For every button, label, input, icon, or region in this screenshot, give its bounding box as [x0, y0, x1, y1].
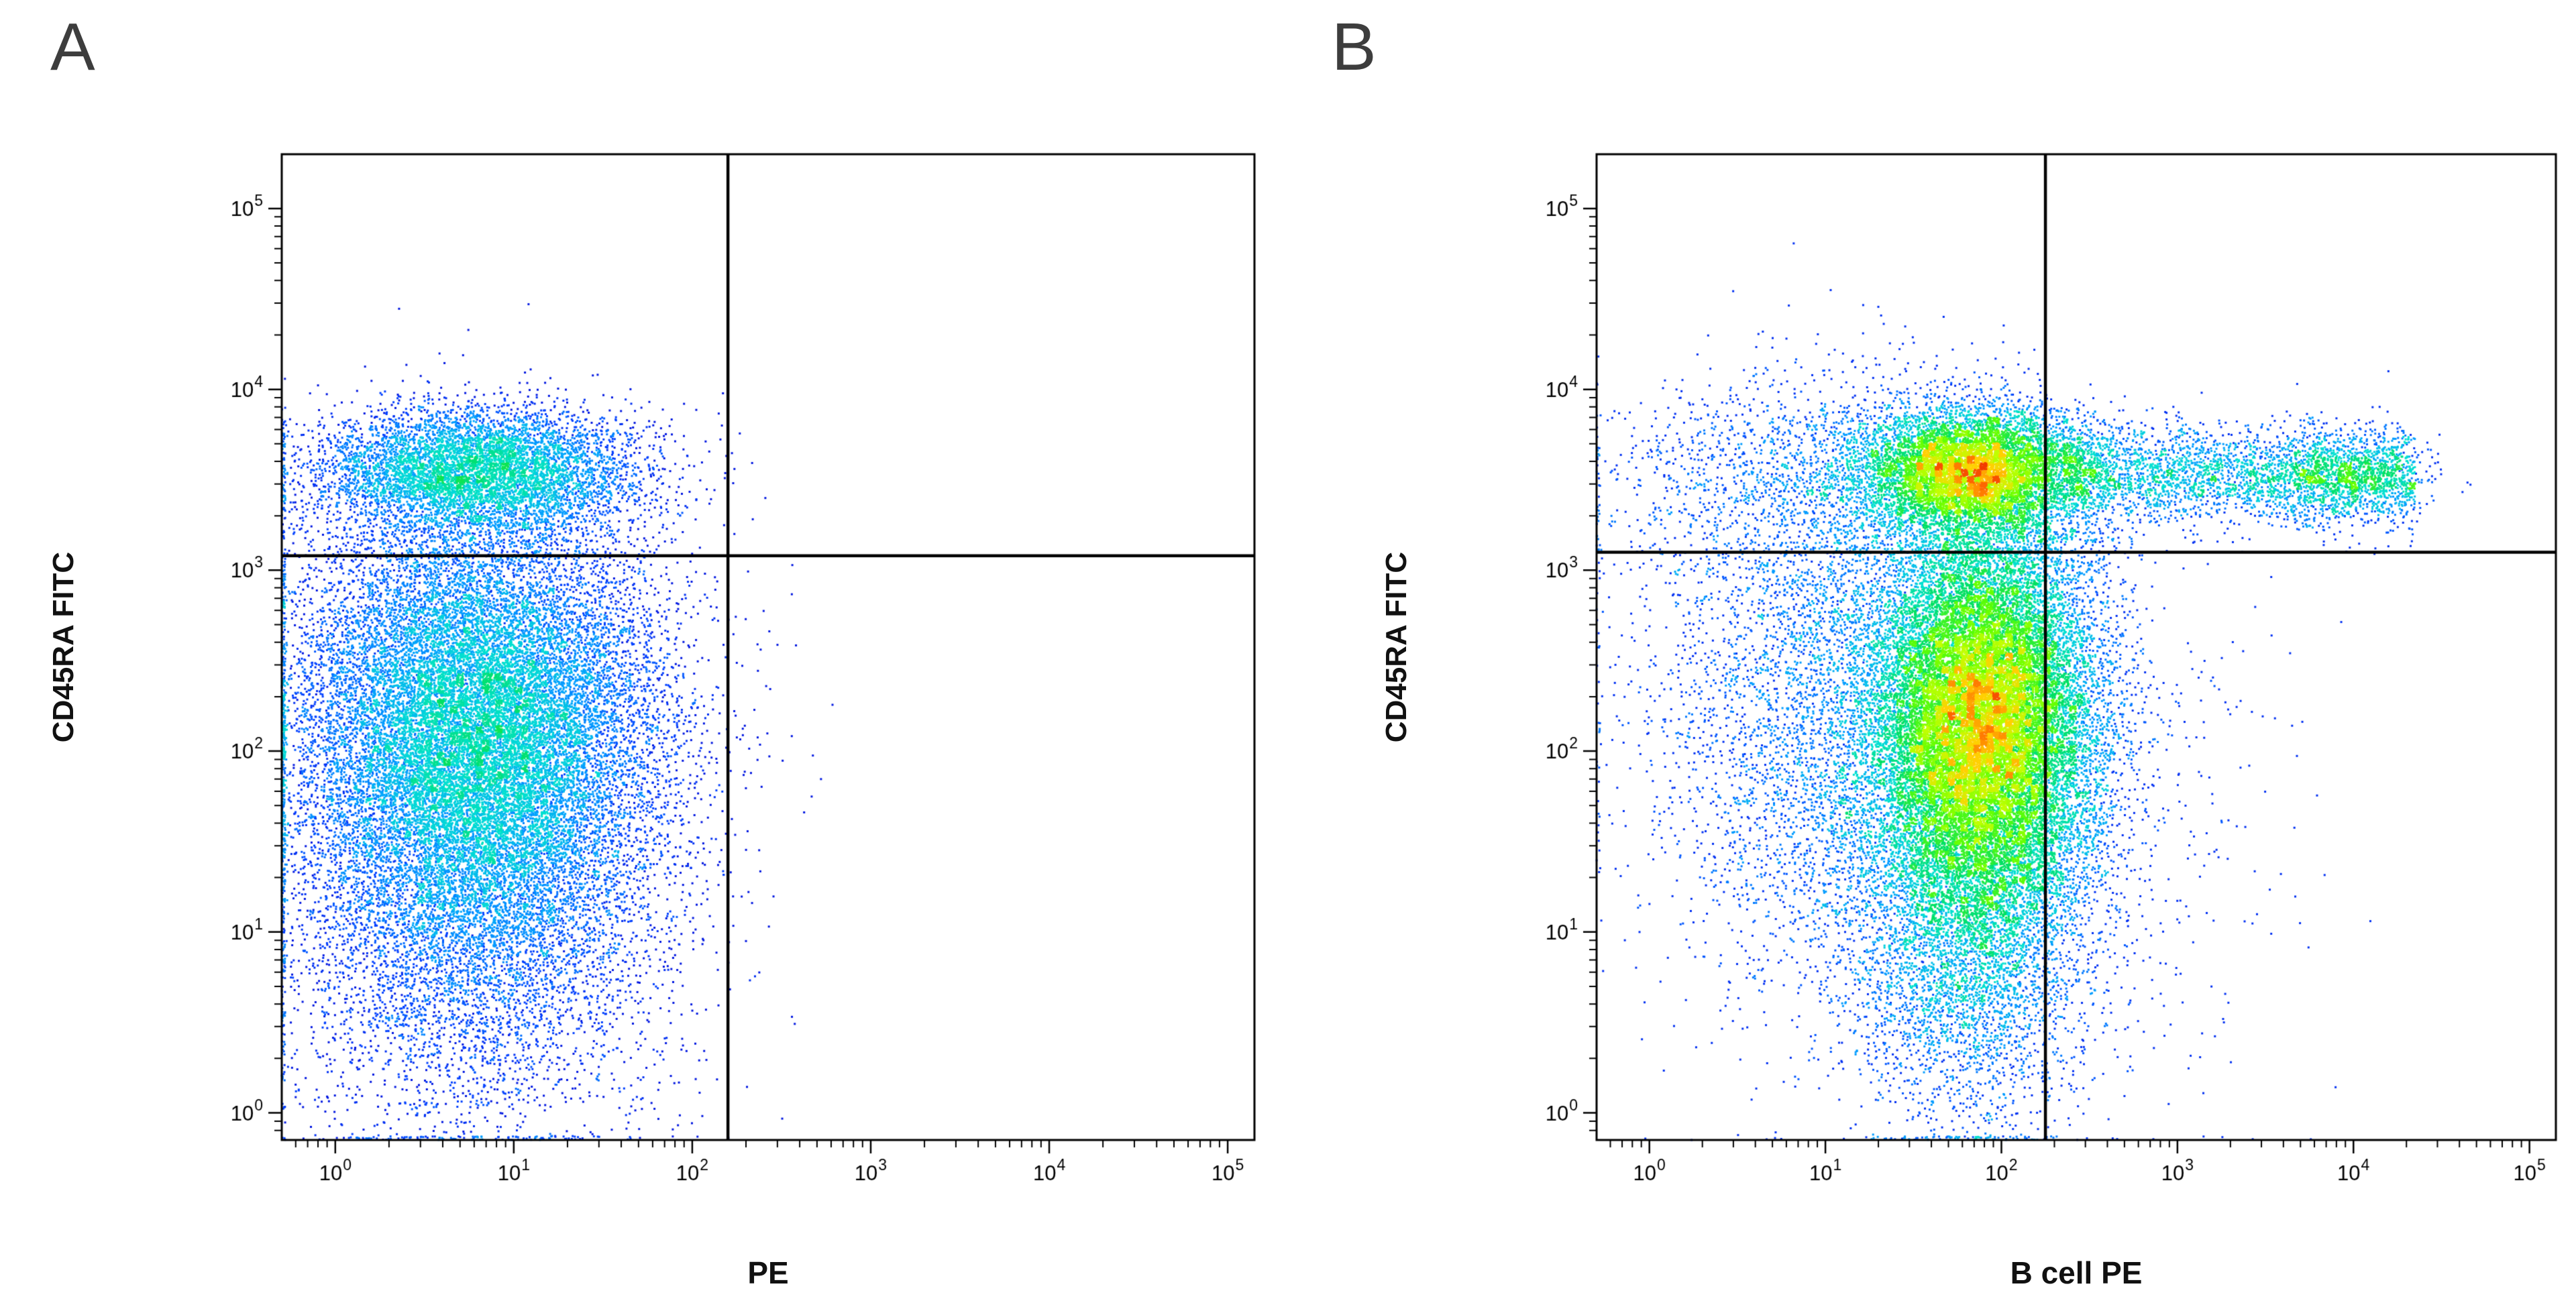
- panel-b-letter: B: [1332, 9, 1377, 84]
- panel-a-letter: A: [50, 9, 95, 84]
- panel-b-density-plot-canvas: [1483, 121, 2576, 1227]
- panel-a-density-plot-canvas: [168, 121, 1281, 1227]
- panel-b-y-axis-label: CD45RA FITC: [1380, 551, 1413, 743]
- panel-b-x-axis-label: B cell PE: [2010, 1255, 2143, 1290]
- panel-a-y-axis-label: CD45RA FITC: [47, 551, 80, 743]
- panel-a-x-axis-label: PE: [747, 1255, 789, 1290]
